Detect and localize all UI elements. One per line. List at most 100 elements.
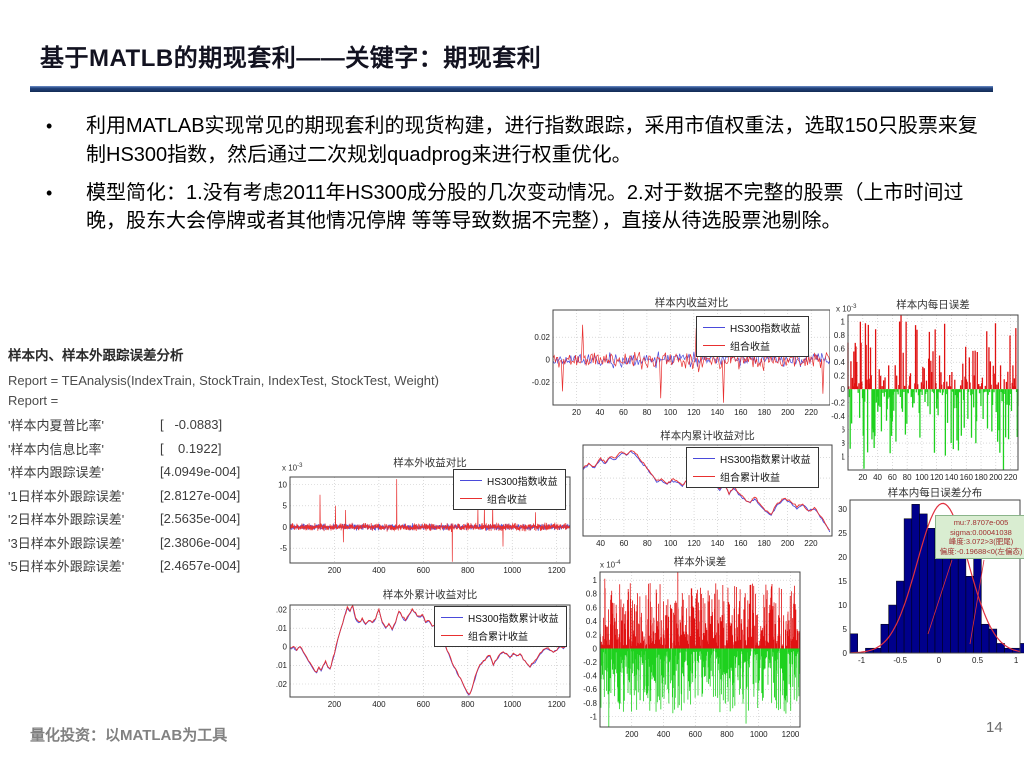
chart-legend: HS300指数收益 组合收益: [696, 316, 809, 357]
svg-text:60: 60: [619, 539, 628, 548]
axis-scale-label: x 10-4: [600, 560, 621, 570]
hs300-line-swatch-icon: [703, 327, 725, 328]
chart-legend: HS300指数收益 组合收益: [453, 469, 566, 510]
bullet-list: • 利用MATLAB实现常见的期现套利的现货构建，进行指数跟踪，采用市值权重法，…: [38, 112, 994, 245]
legend-item: HS300指数累计收益: [441, 610, 559, 625]
metric-value: [4.0949e-004]: [160, 464, 241, 480]
portfolio-line-swatch-icon: [703, 345, 725, 346]
legend-label: 组合累计收益: [468, 632, 528, 643]
hs300-line-swatch-icon: [441, 617, 463, 618]
svg-text:10: 10: [838, 601, 847, 610]
svg-text:0: 0: [593, 644, 598, 653]
svg-text:0: 0: [843, 649, 848, 658]
svg-text:160: 160: [734, 408, 748, 417]
report-row: '1日样本外跟踪误差' [2.8127e-004]: [8, 484, 528, 508]
svg-text:-0.6: -0.6: [583, 685, 597, 694]
legend-label: 组合累计收益: [720, 473, 780, 484]
report-block: 样本内、样本外跟踪误差分析 Report = TEAnalysis(IndexT…: [8, 344, 528, 578]
svg-text:140: 140: [711, 408, 725, 417]
metric-value: [2.4657e-004]: [160, 558, 241, 574]
svg-text:200: 200: [328, 700, 342, 709]
svg-text:0: 0: [937, 656, 942, 665]
annotation-line: sigma:0.00041038: [950, 527, 1012, 537]
legend-label: HS300指数收益: [730, 324, 801, 335]
legend-label: 组合收益: [487, 495, 527, 506]
svg-text:0.6: 0.6: [586, 603, 598, 612]
svg-text:100: 100: [664, 539, 678, 548]
svg-text:0.2: 0.2: [586, 631, 598, 640]
annotation-line: 峰度:3.072>3(肥尾): [948, 537, 1014, 546]
svg-text:30: 30: [838, 505, 847, 514]
legend-label: HS300指数累计收益: [720, 455, 811, 466]
svg-text:0: 0: [283, 643, 288, 652]
svg-text:800: 800: [720, 730, 734, 739]
svg-text:0.2: 0.2: [834, 371, 846, 380]
metric-name: '1日样本外跟踪误差': [8, 488, 125, 504]
hs300-line-swatch-icon: [693, 458, 715, 459]
metric-name: '样本内夏普比率': [8, 418, 104, 434]
svg-text:120: 120: [687, 539, 701, 548]
svg-text:25: 25: [838, 529, 847, 538]
svg-text:0: 0: [546, 356, 551, 365]
report-row: '5日样本外跟踪误差' [2.4657e-004]: [8, 554, 528, 578]
svg-text:1000: 1000: [750, 730, 768, 739]
report-row: '样本内跟踪误差' [4.0949e-004]: [8, 460, 528, 484]
legend-label: HS300指数收益: [487, 477, 558, 488]
svg-text:180: 180: [974, 473, 988, 482]
svg-text:40: 40: [595, 408, 604, 417]
svg-text:20: 20: [858, 473, 867, 482]
chart-in-sample-cumulative-returns: 40 60 80 100 120 140 160 180 200 220 样本内累计收益对比 HS…: [558, 424, 842, 558]
svg-text:200: 200: [625, 730, 639, 739]
svg-text:0.4: 0.4: [586, 617, 598, 626]
svg-text:0.8: 0.8: [834, 331, 846, 340]
metric-name: '样本内信息比率': [8, 441, 104, 457]
svg-text:-0.8: -0.8: [583, 699, 597, 708]
metric-value: [2.8127e-004]: [160, 487, 241, 503]
svg-text:160: 160: [734, 539, 748, 548]
chart-plot-svg: 20 40 60 80 100 120 140 160 180 200 220 0.02 0 -0.02: [532, 309, 831, 417]
svg-text:140: 140: [711, 539, 725, 548]
report-heading: 样本内、样本外跟踪误差分析: [8, 348, 184, 363]
axis-scale-label: x 10-3: [836, 304, 857, 314]
page-title: 基于MATLB的期现套利——关键字：期现套利: [40, 45, 542, 72]
svg-text:400: 400: [372, 566, 386, 575]
portfolio-line-swatch-icon: [693, 476, 715, 477]
svg-text:220: 220: [1004, 473, 1018, 482]
chart-title: 样本外误差: [673, 556, 727, 568]
svg-text:1000: 1000: [503, 566, 521, 575]
svg-text:60: 60: [888, 473, 897, 482]
svg-text:1: 1: [841, 318, 846, 327]
svg-text:5: 5: [283, 502, 288, 511]
chart-out-sample-returns: 200 400 600 800 1000 1200 10 5 0 -5 样本外收益对比 x 10-…: [276, 446, 576, 588]
bullet-item: • 利用MATLAB实现常见的期现套利的现货构建，进行指数跟踪，采用市值权重法，…: [38, 112, 994, 170]
hs300-line-swatch-icon: [460, 480, 482, 481]
svg-text:-1: -1: [858, 656, 866, 665]
svg-text:10: 10: [278, 480, 287, 489]
svg-text:120: 120: [687, 408, 701, 417]
bullet-item: • 模型简化：1.没有考虑2011年HS300成分股的几次变动情况。2.对于数据…: [38, 179, 994, 237]
chart-title: 样本内每日误差分布: [887, 487, 983, 499]
svg-text:15: 15: [838, 577, 847, 586]
svg-text:-0.01: -0.01: [276, 661, 288, 670]
svg-text:800: 800: [461, 700, 475, 709]
legend-item: HS300指数收益: [703, 320, 801, 335]
svg-text:100: 100: [664, 408, 678, 417]
report-row: '2日样本外跟踪误差' [2.5635e-004]: [8, 507, 528, 531]
svg-text:0.01: 0.01: [276, 624, 288, 633]
svg-text:160: 160: [960, 473, 974, 482]
svg-text:-0.02: -0.02: [532, 378, 551, 387]
annotation-line: 偏度:-0.19688<0(左偏态): [939, 546, 1023, 556]
axis-scale-label: x 10-3: [282, 463, 303, 473]
svg-text:1200: 1200: [548, 700, 566, 709]
svg-text:-0.2: -0.2: [831, 398, 845, 407]
svg-text:0: 0: [283, 523, 288, 532]
report-row: '3日样本外跟踪误差' [2.3806e-004]: [8, 531, 528, 555]
legend-item: 组合收益: [703, 338, 801, 353]
svg-text:180: 180: [758, 408, 772, 417]
title-separator: [30, 86, 993, 92]
report-rows: '样本内夏普比率' [ -0.0883] '样本内信息比率' [ 0.1922] '…: [8, 413, 528, 578]
svg-text:120: 120: [930, 473, 944, 482]
chart-in-sample-returns: 20 40 60 80 100 120 140 160 180 200 220 0.02 0 -0.02 …: [518, 294, 840, 430]
svg-text:1: 1: [1014, 656, 1019, 665]
